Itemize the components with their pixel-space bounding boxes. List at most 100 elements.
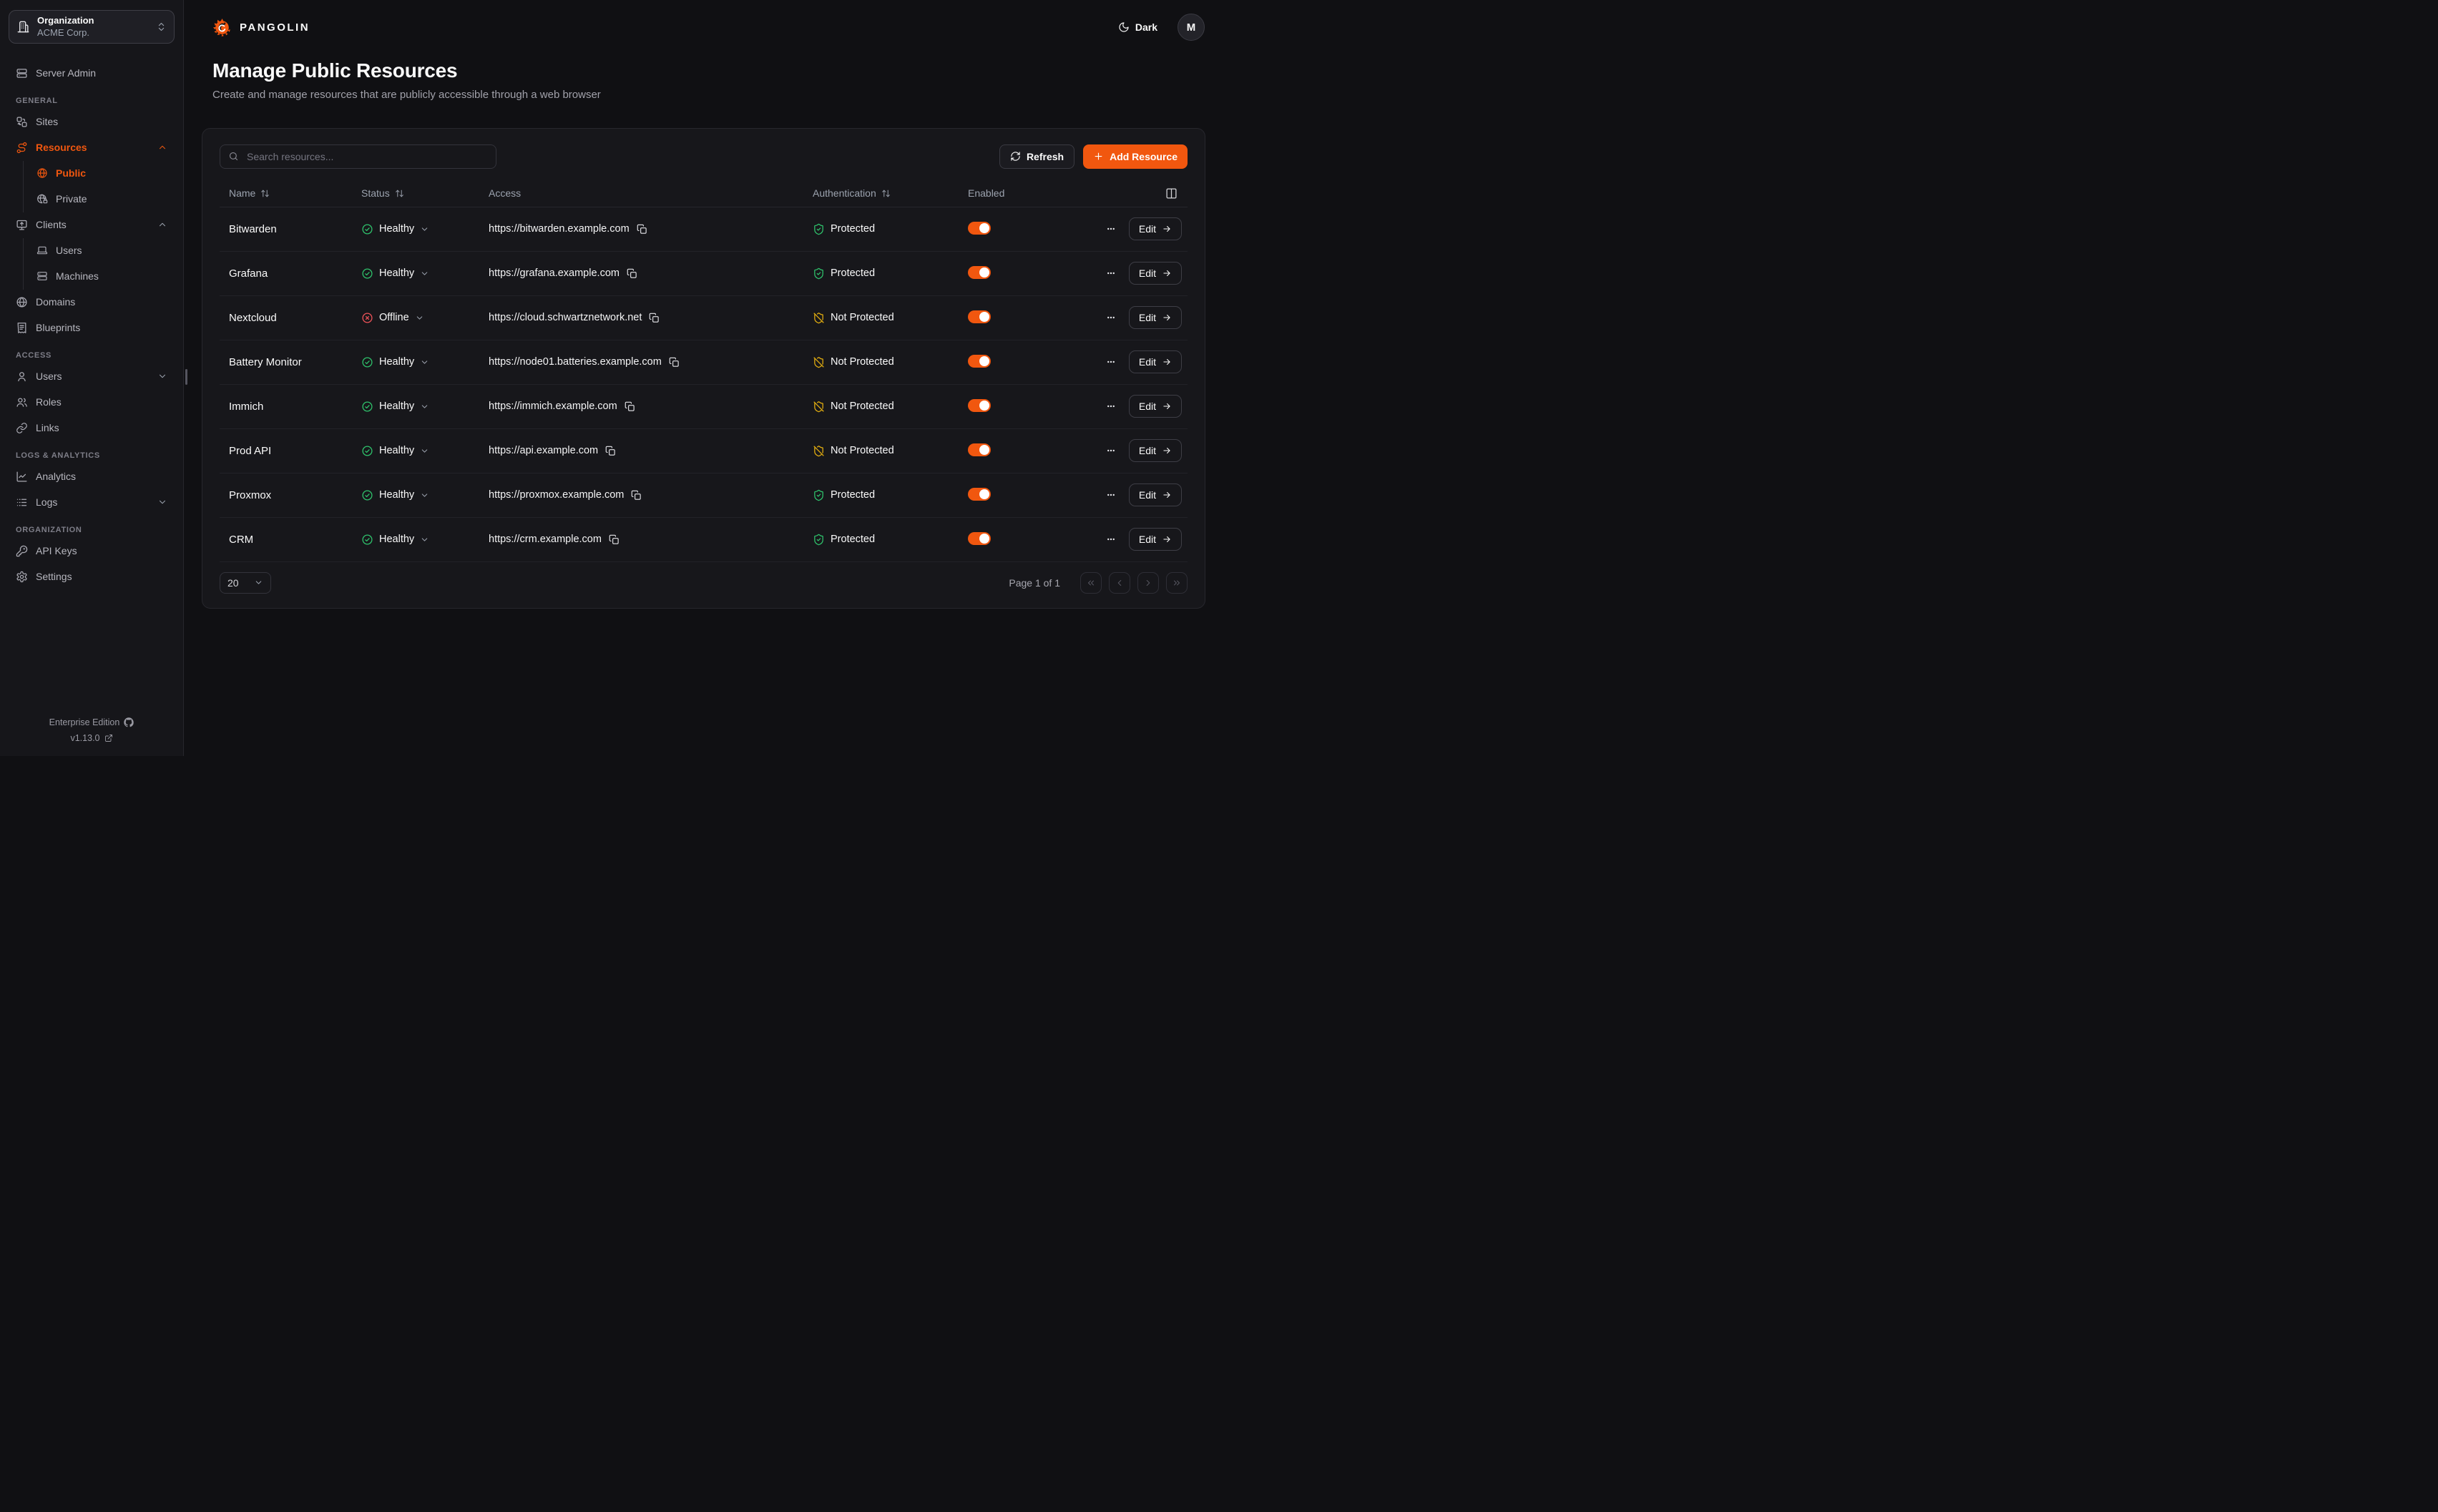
- scrollbar-thumb[interactable]: [185, 369, 187, 385]
- copy-icon[interactable]: [631, 490, 642, 501]
- user-icon: [16, 370, 28, 383]
- header-authentication[interactable]: Authentication: [813, 187, 968, 199]
- avatar[interactable]: M: [1178, 14, 1205, 41]
- row-menu-button[interactable]: [1105, 444, 1117, 457]
- status-dropdown[interactable]: Offline: [361, 312, 489, 324]
- edit-label: Edit: [1138, 223, 1156, 235]
- brand[interactable]: PANGOLIN: [212, 18, 310, 37]
- version-link[interactable]: v1.13.0: [70, 733, 112, 743]
- edit-button[interactable]: Edit: [1128, 528, 1182, 551]
- theme-toggle[interactable]: Dark: [1114, 21, 1162, 34]
- last-page-button[interactable]: [1166, 571, 1188, 594]
- copy-icon[interactable]: [627, 268, 637, 279]
- edit-button[interactable]: Edit: [1128, 217, 1182, 241]
- edit-button[interactable]: Edit: [1128, 483, 1182, 507]
- auth-label: Protected: [831, 534, 876, 546]
- status-dropdown[interactable]: Healthy: [361, 534, 489, 546]
- row-menu-button[interactable]: [1105, 267, 1117, 280]
- column-settings-icon[interactable]: [1165, 187, 1178, 200]
- status-label: Healthy: [379, 489, 415, 501]
- copy-icon[interactable]: [609, 534, 620, 545]
- search-input[interactable]: [245, 149, 488, 163]
- copy-icon[interactable]: [637, 224, 647, 235]
- edit-button[interactable]: Edit: [1128, 395, 1182, 418]
- status-dropdown[interactable]: Healthy: [361, 489, 489, 501]
- refresh-button[interactable]: Refresh: [999, 144, 1075, 169]
- building-icon: [16, 20, 30, 34]
- sidebar-item-server-admin[interactable]: Server Admin: [9, 61, 175, 85]
- edit-button[interactable]: Edit: [1128, 262, 1182, 285]
- row-menu-button[interactable]: [1105, 400, 1117, 413]
- row-menu-button[interactable]: [1105, 355, 1117, 368]
- sidebar-item-links[interactable]: Links: [9, 416, 175, 440]
- auth-label: Protected: [831, 267, 876, 280]
- enabled-toggle[interactable]: [968, 487, 991, 501]
- sidebar-item-private[interactable]: Private: [29, 187, 175, 211]
- sidebar-item-clients[interactable]: Clients: [9, 212, 175, 237]
- status-dropdown[interactable]: Healthy: [361, 267, 489, 280]
- status-icon: [361, 534, 373, 546]
- next-page-button[interactable]: [1137, 571, 1159, 594]
- sidebar-item-resources[interactable]: Resources: [9, 135, 175, 159]
- sidebar-item-api-keys[interactable]: API Keys: [9, 539, 175, 563]
- monitor-up-icon: [16, 219, 28, 231]
- first-page-button[interactable]: [1080, 571, 1102, 594]
- edition-link[interactable]: Enterprise Edition: [49, 717, 134, 727]
- sidebar-item-analytics[interactable]: Analytics: [9, 464, 175, 489]
- copy-icon[interactable]: [625, 401, 635, 412]
- sidebar-item-client-users[interactable]: Users: [29, 238, 175, 262]
- status-dropdown[interactable]: Healthy: [361, 401, 489, 413]
- resource-name: Prod API: [229, 444, 272, 457]
- sidebar-footer: Enterprise Edition v1.13.0: [9, 717, 175, 743]
- sidebar-item-label: Resources: [36, 142, 87, 153]
- status-icon: [361, 312, 373, 324]
- edit-button[interactable]: Edit: [1128, 439, 1182, 463]
- header-status[interactable]: Status: [361, 187, 489, 199]
- sidebar-item-settings[interactable]: Settings: [9, 564, 175, 589]
- copy-icon[interactable]: [669, 357, 680, 368]
- org-switcher[interactable]: Organization ACME Corp.: [9, 10, 175, 44]
- resource-url: https://grafana.example.com: [489, 267, 620, 280]
- sidebar-item-logs[interactable]: Logs: [9, 490, 175, 514]
- row-menu-button[interactable]: [1105, 222, 1117, 235]
- copy-icon[interactable]: [605, 446, 616, 456]
- row-menu-button[interactable]: [1105, 311, 1117, 324]
- sidebar-item-blueprints[interactable]: Blueprints: [9, 315, 175, 340]
- edit-button[interactable]: Edit: [1128, 306, 1182, 330]
- enabled-toggle[interactable]: [968, 354, 991, 368]
- page-size-select[interactable]: 20: [220, 571, 271, 594]
- copy-icon[interactable]: [649, 313, 660, 323]
- enabled-toggle[interactable]: [968, 443, 991, 456]
- status-dropdown[interactable]: Healthy: [361, 223, 489, 235]
- enabled-toggle[interactable]: [968, 221, 991, 235]
- auth-label: Not Protected: [831, 312, 894, 324]
- sidebar-item-sites[interactable]: Sites: [9, 109, 175, 134]
- gear-icon: [16, 571, 28, 583]
- enabled-toggle[interactable]: [968, 310, 991, 323]
- enabled-toggle[interactable]: [968, 398, 991, 412]
- sidebar-item-public[interactable]: Public: [29, 161, 175, 185]
- edit-button[interactable]: Edit: [1128, 350, 1182, 374]
- status-label: Healthy: [379, 401, 415, 413]
- prev-page-button[interactable]: [1109, 571, 1130, 594]
- sidebar-item-machines[interactable]: Machines: [29, 264, 175, 288]
- row-menu-button[interactable]: [1105, 533, 1117, 546]
- auth-label: Not Protected: [831, 401, 894, 413]
- enabled-toggle[interactable]: [968, 265, 991, 279]
- link-icon: [16, 422, 28, 434]
- add-resource-button[interactable]: Add Resource: [1083, 144, 1188, 169]
- chevron-down-icon: [420, 358, 429, 367]
- sidebar-item-users[interactable]: Users: [9, 364, 175, 388]
- edit-label: Edit: [1138, 401, 1156, 413]
- arrow-right-icon: [1162, 224, 1172, 234]
- status-dropdown[interactable]: Healthy: [361, 356, 489, 368]
- status-dropdown[interactable]: Healthy: [361, 445, 489, 457]
- chevron-down-icon: [420, 535, 429, 544]
- sidebar-item-domains[interactable]: Domains: [9, 290, 175, 314]
- sidebar-item-roles[interactable]: Roles: [9, 390, 175, 414]
- row-menu-button[interactable]: [1105, 489, 1117, 501]
- enabled-toggle[interactable]: [968, 531, 991, 545]
- app-root: Organization ACME Corp. Server Admin GEN…: [0, 0, 1219, 756]
- header-name[interactable]: Name: [220, 187, 361, 199]
- status-label: Healthy: [379, 267, 415, 280]
